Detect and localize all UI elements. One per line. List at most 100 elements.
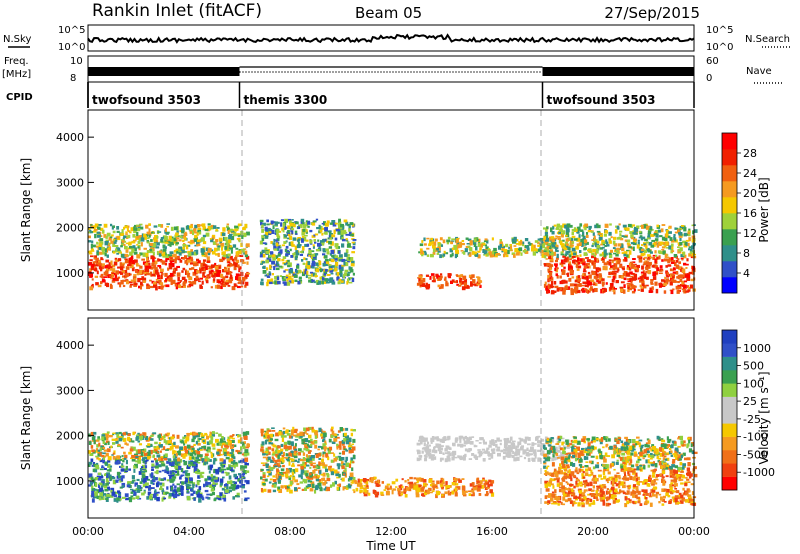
- power-cell: [580, 238, 584, 243]
- velocity-cell: [233, 473, 238, 478]
- power-cell: [274, 232, 278, 235]
- power-cell: [692, 271, 695, 275]
- power-cell: [483, 250, 487, 255]
- power-cell: [196, 240, 200, 245]
- power-cell: [334, 264, 337, 269]
- velocity-cell: [101, 465, 104, 468]
- velocity-cell: [277, 455, 280, 460]
- velocity-cell: [180, 468, 184, 473]
- power-cell: [204, 278, 209, 281]
- power-cell: [170, 241, 174, 246]
- power-cell: [112, 277, 116, 281]
- power-cell: [143, 271, 147, 275]
- velocity-cell: [204, 458, 208, 462]
- freq-label: Freq.: [4, 56, 29, 67]
- velocity-cell: [158, 470, 162, 473]
- velocity-cell: [198, 447, 203, 451]
- power-cell: [628, 263, 632, 267]
- velocity-cell: [476, 487, 481, 492]
- velocity-cell: [155, 477, 158, 481]
- velocity-cell: [295, 452, 298, 455]
- power-cell: [543, 283, 547, 288]
- velocity-cell: [131, 481, 135, 484]
- velocity-cell: [349, 484, 352, 487]
- power-cell: [313, 281, 316, 284]
- power-cell: [104, 241, 109, 246]
- power-cell: [135, 269, 138, 274]
- power-cell: [641, 244, 644, 246]
- power-cell: [683, 273, 686, 277]
- velocity-cell: [166, 479, 170, 482]
- power-cell: [685, 267, 688, 269]
- velocity-cell: [145, 452, 148, 456]
- velocity-cell: [330, 428, 334, 432]
- power-cell: [628, 283, 632, 288]
- power-cell: [122, 284, 126, 288]
- velocity-cell: [189, 452, 194, 457]
- velocity-cell: [121, 485, 125, 488]
- power-cell: [208, 270, 213, 275]
- velocity-cell: [112, 432, 116, 435]
- power-cell: [295, 270, 299, 274]
- power-cell: [276, 235, 281, 239]
- velocity-cell: [91, 493, 95, 498]
- power-cell: [465, 245, 469, 248]
- power-cell: [124, 276, 127, 279]
- power-cell: [303, 257, 306, 260]
- power-cell: [275, 242, 279, 247]
- power-cell: [158, 266, 162, 269]
- power-cell: [559, 225, 564, 228]
- power-cell: [141, 269, 145, 273]
- velocity-cell: [381, 481, 385, 484]
- velocity-cell: [375, 480, 378, 483]
- power-cell: [114, 239, 118, 242]
- power-cell: [438, 277, 442, 281]
- power-cell: [154, 283, 158, 287]
- velocity-cell: [441, 480, 445, 483]
- velocity-cell: [232, 483, 236, 488]
- velocity-cell: [108, 468, 112, 472]
- velocity-cell: [317, 452, 321, 457]
- power-cell: [159, 268, 164, 272]
- velocity-cell: [435, 494, 438, 499]
- power-cell: [586, 232, 589, 235]
- power-cell: [672, 279, 677, 283]
- power-cell: [146, 237, 150, 240]
- velocity-cell: [227, 480, 231, 485]
- power-cell: [306, 270, 309, 275]
- power-cell: [113, 240, 117, 244]
- power-cell: [582, 258, 585, 263]
- power-cell: [201, 250, 206, 255]
- power-cell: [329, 258, 332, 262]
- velocity-cell: [201, 436, 205, 439]
- power-cell: [267, 273, 271, 276]
- velocity-cell: [197, 443, 201, 446]
- power-cell: [674, 227, 677, 230]
- velocity-cell: [141, 478, 145, 481]
- power-cell: [132, 234, 136, 238]
- power-cell: [348, 281, 353, 284]
- velocity-cell: [271, 427, 275, 430]
- power-cell: [310, 250, 315, 253]
- power-cell: [693, 243, 696, 246]
- velocity-cell: [199, 492, 203, 496]
- power-cell: [532, 251, 537, 256]
- velocity-cell: [385, 490, 390, 496]
- power-cell: [291, 280, 295, 284]
- velocity-cell: [271, 430, 276, 432]
- power-cell: [287, 230, 290, 234]
- power-cell: [568, 247, 571, 251]
- power-cell: [681, 276, 685, 279]
- velocity-cell: [271, 484, 274, 488]
- power-cell: [232, 244, 237, 248]
- power-cell: [312, 244, 315, 247]
- velocity-cell: [288, 461, 291, 466]
- power-cell: [524, 248, 527, 252]
- power-cell: [174, 256, 177, 261]
- power-cell: [221, 280, 225, 284]
- velocity-cell: [272, 467, 276, 469]
- power-cell: [468, 253, 472, 257]
- velocity-cell: [109, 474, 112, 477]
- velocity-cell: [364, 481, 367, 484]
- power-cell: [285, 240, 288, 243]
